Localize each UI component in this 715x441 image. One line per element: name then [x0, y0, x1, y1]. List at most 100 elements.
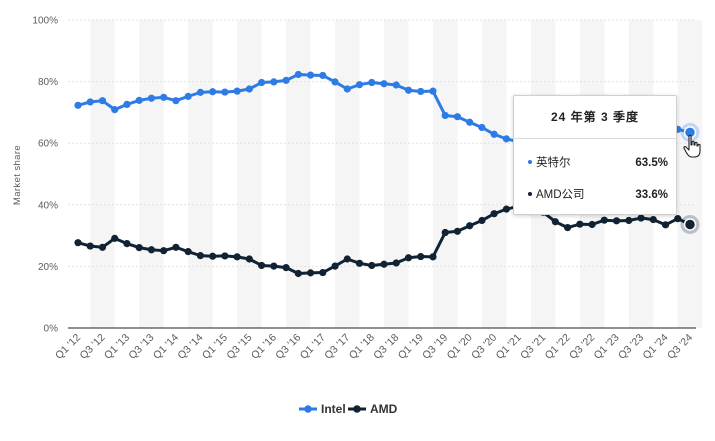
data-point-intel[interactable]	[233, 87, 241, 95]
data-point-amd[interactable]	[392, 259, 400, 267]
data-point-intel[interactable]	[490, 130, 498, 138]
data-point-intel[interactable]	[478, 123, 486, 132]
data-point-amd[interactable]	[184, 248, 192, 256]
data-point-amd[interactable]	[98, 243, 107, 251]
data-point-amd[interactable]	[343, 255, 351, 263]
data-point-amd[interactable]	[649, 215, 657, 224]
data-point-amd[interactable]	[74, 239, 82, 247]
data-point-amd[interactable]	[233, 253, 241, 261]
data-point-intel[interactable]	[282, 76, 290, 84]
data-point-intel[interactable]	[404, 86, 413, 94]
column-band	[481, 20, 507, 328]
data-point-amd[interactable]	[111, 234, 119, 242]
data-point-amd[interactable]	[355, 259, 364, 267]
data-point-intel[interactable]	[245, 85, 253, 93]
x-tick-label: Q1 '20	[445, 332, 475, 362]
column-band	[335, 20, 360, 328]
data-point-intel[interactable]	[319, 71, 327, 80]
data-point-intel[interactable]	[111, 106, 119, 114]
data-point-amd[interactable]	[172, 243, 180, 251]
data-point-intel[interactable]	[429, 87, 437, 95]
legend-label: AMD	[370, 402, 398, 416]
data-point-amd[interactable]	[294, 269, 302, 278]
data-point-amd[interactable]	[306, 269, 315, 277]
x-tick-label: Q3 '16	[273, 332, 303, 362]
data-point-intel[interactable]	[502, 135, 510, 143]
data-point-amd[interactable]	[86, 242, 94, 250]
data-point-intel[interactable]	[98, 97, 107, 105]
y-tick-label: 20%	[38, 262, 58, 273]
data-point-intel[interactable]	[343, 85, 351, 93]
data-point-intel[interactable]	[74, 101, 82, 109]
x-tick-label: Q3 '13	[126, 332, 156, 362]
data-point-intel[interactable]	[258, 78, 266, 87]
data-point-amd[interactable]	[221, 252, 229, 260]
tooltip-amd-value: 33.6%	[635, 189, 668, 201]
data-point-amd[interactable]	[196, 252, 204, 260]
data-point-amd[interactable]	[683, 218, 697, 231]
data-point-intel[interactable]	[466, 118, 474, 126]
data-point-amd[interactable]	[331, 262, 339, 270]
data-point-intel[interactable]	[172, 97, 180, 105]
data-point-intel[interactable]	[147, 94, 156, 102]
data-point-intel[interactable]	[368, 78, 376, 87]
y-tick-label: 60%	[38, 139, 58, 150]
data-point-amd[interactable]	[612, 217, 621, 225]
data-point-amd[interactable]	[466, 222, 474, 230]
data-point-amd[interactable]	[551, 218, 559, 226]
column-band	[90, 20, 115, 328]
legend-item-intel[interactable]: Intel	[299, 402, 346, 416]
data-point-intel[interactable]	[441, 111, 449, 120]
data-point-amd[interactable]	[502, 205, 510, 213]
data-point-amd[interactable]	[600, 216, 608, 224]
data-point-intel[interactable]	[123, 100, 131, 108]
data-point-amd[interactable]	[564, 223, 572, 232]
x-tick-label: Q1 '18	[347, 332, 377, 362]
data-point-amd[interactable]	[135, 244, 143, 252]
tooltip-title: 24 年第 3 季度	[514, 96, 676, 139]
data-point-amd[interactable]	[319, 268, 327, 277]
data-point-amd[interactable]	[270, 262, 278, 270]
data-point-intel[interactable]	[135, 96, 143, 104]
data-point-amd[interactable]	[478, 216, 486, 225]
data-point-amd[interactable]	[576, 220, 584, 228]
data-point-amd[interactable]	[453, 227, 462, 235]
data-point-intel[interactable]	[392, 81, 400, 89]
data-point-amd[interactable]	[637, 214, 645, 222]
data-point-amd[interactable]	[368, 261, 376, 270]
x-tick-label: Q3 '17	[322, 332, 352, 362]
data-point-intel[interactable]	[306, 71, 315, 79]
data-point-amd[interactable]	[404, 254, 413, 262]
data-point-intel[interactable]	[453, 113, 462, 121]
data-point-amd[interactable]	[441, 228, 449, 237]
data-point-intel[interactable]	[209, 88, 217, 96]
data-point-amd[interactable]	[674, 215, 682, 223]
data-point-intel[interactable]	[184, 92, 192, 100]
data-point-intel[interactable]	[196, 88, 204, 96]
legend-item-amd[interactable]: AMD	[348, 402, 398, 416]
data-point-amd[interactable]	[258, 261, 266, 270]
data-point-amd[interactable]	[429, 253, 437, 261]
data-point-intel[interactable]	[294, 70, 302, 79]
x-tick-label: Q3 '18	[371, 332, 401, 362]
data-point-amd[interactable]	[245, 255, 253, 263]
data-point-amd[interactable]	[147, 246, 156, 254]
data-point-amd[interactable]	[417, 252, 425, 261]
data-point-intel[interactable]	[270, 78, 278, 86]
data-point-intel[interactable]	[417, 87, 425, 96]
data-point-amd[interactable]	[160, 247, 168, 255]
data-point-intel[interactable]	[86, 98, 94, 106]
data-point-amd[interactable]	[282, 264, 290, 272]
data-point-amd[interactable]	[661, 221, 670, 229]
data-point-intel[interactable]	[160, 93, 168, 101]
data-point-intel[interactable]	[355, 81, 364, 89]
data-point-intel[interactable]	[380, 80, 388, 88]
data-point-intel[interactable]	[221, 88, 229, 96]
data-point-amd[interactable]	[123, 240, 131, 248]
data-point-amd[interactable]	[625, 216, 633, 225]
data-point-amd[interactable]	[588, 220, 596, 229]
data-point-amd[interactable]	[380, 260, 388, 268]
data-point-amd[interactable]	[209, 252, 217, 260]
data-point-amd[interactable]	[490, 210, 498, 218]
data-point-intel[interactable]	[331, 78, 339, 86]
